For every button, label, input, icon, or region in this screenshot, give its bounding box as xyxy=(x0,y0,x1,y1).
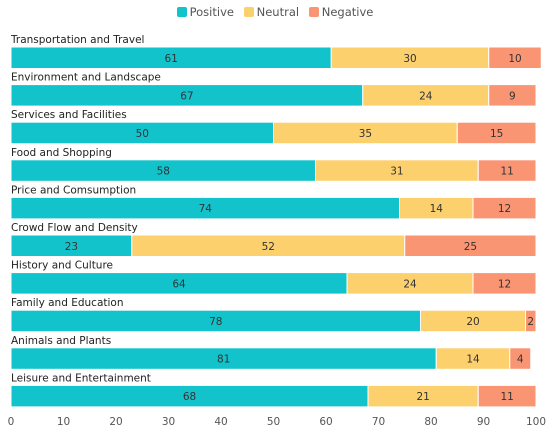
data-label-neutral: 14 xyxy=(466,354,480,366)
legend-item-neutral: Neutral xyxy=(243,4,300,19)
bar-segment-negative xyxy=(477,384,537,408)
x-tick-label: 10 xyxy=(57,416,70,428)
data-label-positive: 81 xyxy=(217,354,230,366)
data-label-negative: 10 xyxy=(508,53,521,65)
legend-item-negative: Negative xyxy=(308,4,374,19)
legend-item-positive: Positive xyxy=(176,4,234,19)
data-label-neutral: 52 xyxy=(262,241,275,253)
bar-segment-negative xyxy=(477,159,537,182)
data-label-positive: 61 xyxy=(164,53,177,65)
x-tick-label: 40 xyxy=(214,416,227,428)
x-tick-label: 0 xyxy=(8,416,15,428)
data-label-negative: 11 xyxy=(500,391,513,403)
category-label: Transportation and Travel xyxy=(10,34,144,46)
x-tick-label: 20 xyxy=(109,416,122,428)
data-label-neutral: 31 xyxy=(390,166,403,178)
data-label-neutral: 24 xyxy=(403,278,417,290)
data-label-negative: 12 xyxy=(498,203,511,215)
x-tick-label: 30 xyxy=(162,416,175,428)
bar-segment-negative xyxy=(488,84,537,107)
data-label-neutral: 21 xyxy=(416,391,429,403)
legend-swatch-positive xyxy=(176,6,187,17)
data-label-positive: 64 xyxy=(172,278,186,290)
legend-label-neutral: Neutral xyxy=(256,4,300,19)
category-label: Leisure and Entertainment xyxy=(11,372,151,384)
category-label: Food and Shopping xyxy=(11,147,112,159)
data-label-neutral: 20 xyxy=(466,316,479,328)
x-tick-label: 70 xyxy=(372,416,385,428)
legend-label-negative: Negative xyxy=(321,4,374,19)
data-label-positive: 74 xyxy=(199,203,213,215)
category-label: Services and Facilities xyxy=(11,109,127,121)
x-tick-label: 60 xyxy=(319,416,332,428)
data-label-negative: 4 xyxy=(517,354,524,366)
data-label-neutral: 30 xyxy=(403,53,416,65)
x-tick-label: 90 xyxy=(477,416,490,428)
category-label: Animals and Plants xyxy=(11,335,111,347)
bar-segment-negative xyxy=(509,347,532,370)
category-label: History and Culture xyxy=(11,260,113,272)
bar-segment-negative xyxy=(488,46,542,69)
data-label-positive: 58 xyxy=(157,166,170,178)
data-label-negative: 15 xyxy=(490,128,503,140)
chart-legend: Positive Neutral Negative xyxy=(0,4,550,19)
bar-segment-negative xyxy=(472,196,537,220)
category-label: Crowd Flow and Density xyxy=(11,222,138,234)
data-label-neutral: 35 xyxy=(359,128,372,140)
data-label-negative: 9 xyxy=(509,90,516,102)
legend-swatch-negative xyxy=(308,6,319,17)
data-label-negative: 25 xyxy=(464,241,477,253)
category-label: Price and Comsumption xyxy=(11,184,136,196)
data-label-positive: 50 xyxy=(136,128,149,140)
data-label-neutral: 14 xyxy=(430,203,444,215)
data-label-positive: 67 xyxy=(180,90,193,102)
legend-swatch-neutral xyxy=(243,6,254,17)
bar-segment-negative xyxy=(456,121,537,145)
legend-label-positive: Positive xyxy=(189,4,234,19)
data-label-negative: 11 xyxy=(500,166,513,178)
category-label: Family and Education xyxy=(11,297,124,309)
data-label-positive: 23 xyxy=(65,241,78,253)
x-tick-label: 100 xyxy=(526,416,546,428)
data-label-positive: 68 xyxy=(183,391,196,403)
data-label-neutral: 24 xyxy=(419,90,433,102)
data-label-negative: 2 xyxy=(527,316,534,328)
category-label: Environment and Landscape xyxy=(11,72,161,84)
data-label-negative: 12 xyxy=(498,278,511,290)
data-label-positive: 78 xyxy=(209,316,222,328)
x-tick-label: 50 xyxy=(267,416,280,428)
bar-segment-negative xyxy=(525,309,537,333)
bar-segment-negative xyxy=(472,272,537,295)
x-tick-label: 80 xyxy=(424,416,437,428)
bar-segment-negative xyxy=(404,234,537,257)
